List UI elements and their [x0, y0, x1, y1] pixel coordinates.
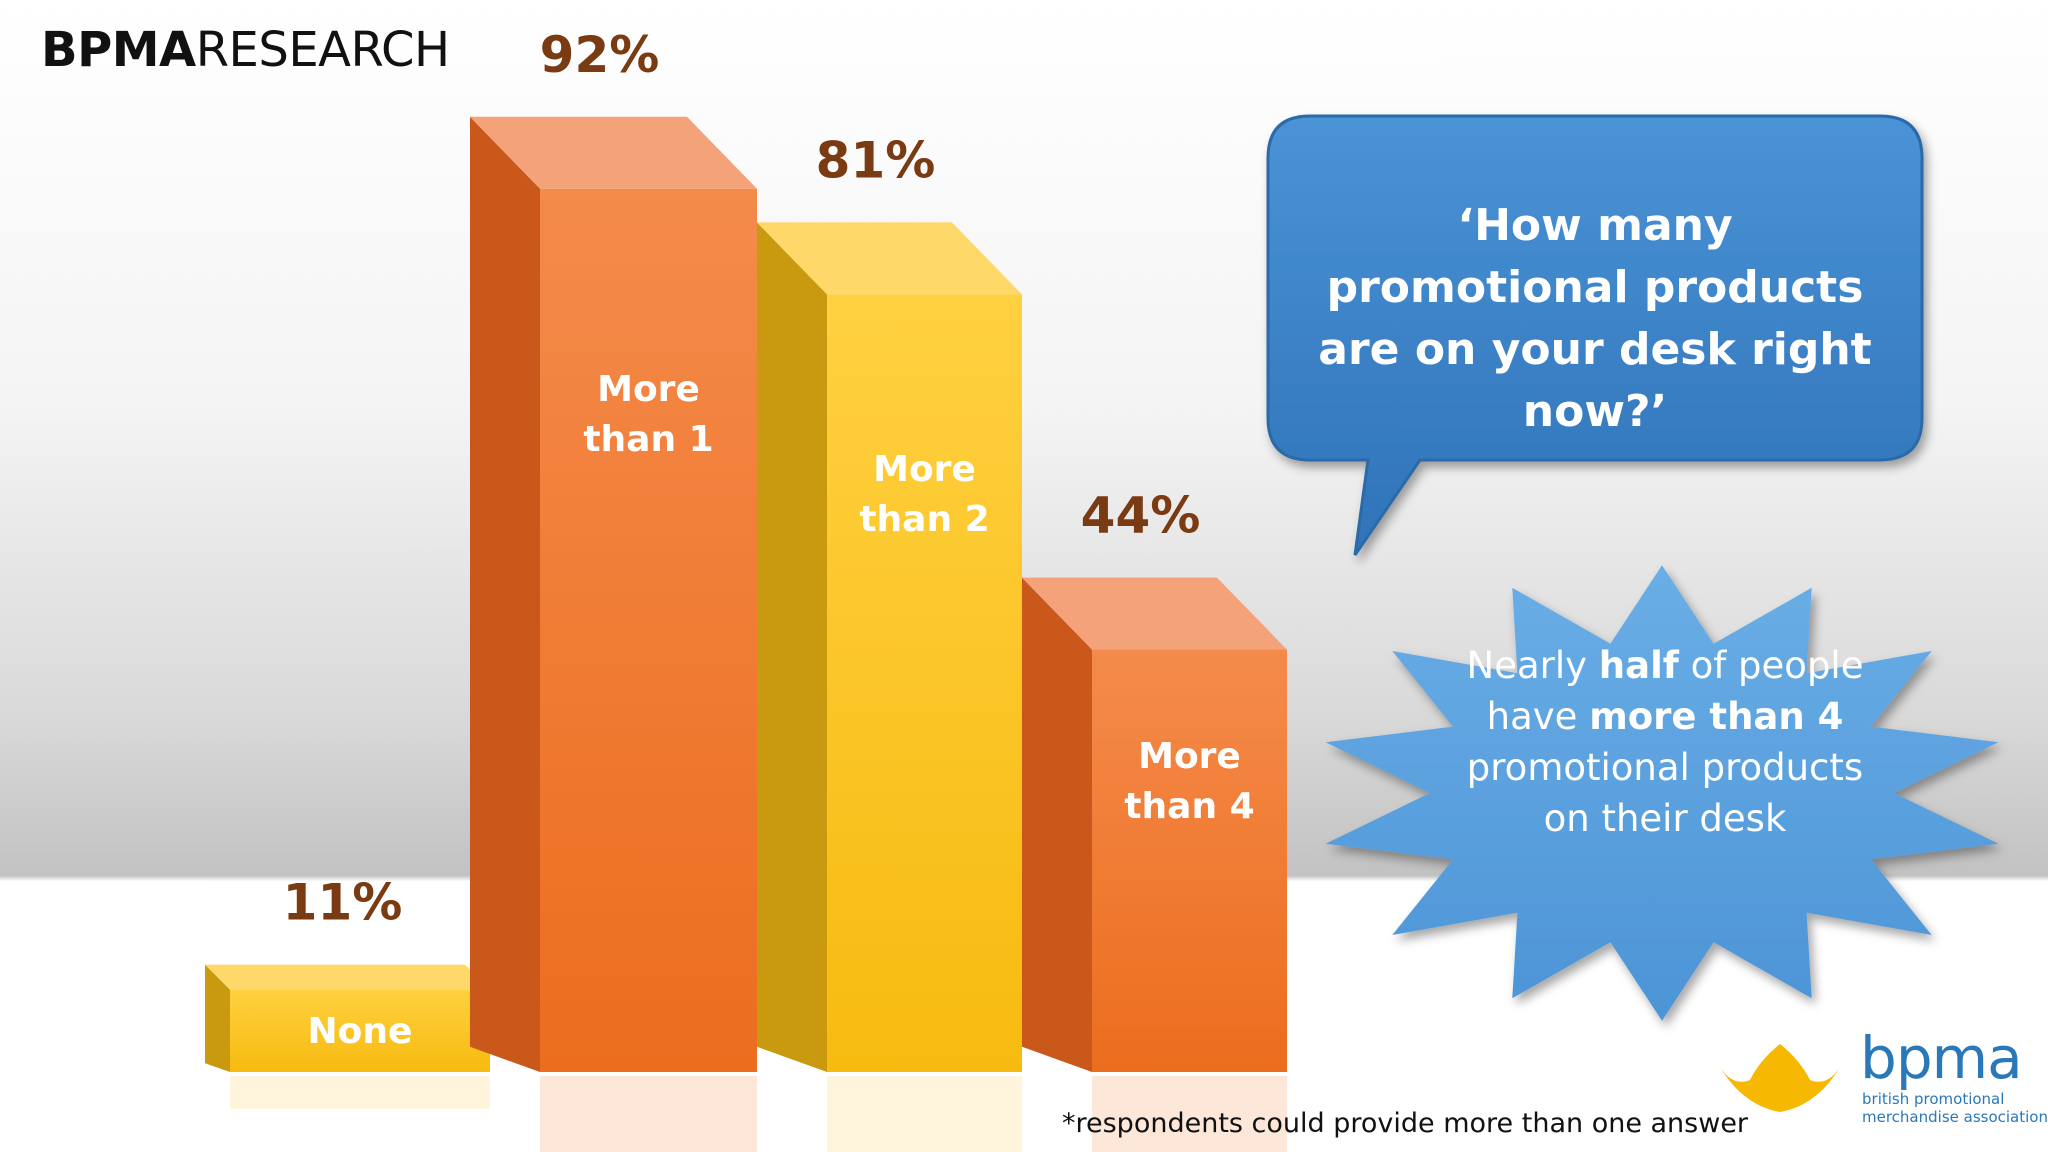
bar-none: None 11%	[205, 874, 490, 1109]
footnote: *respondents could provide more than one…	[1062, 1108, 1749, 1139]
bar-reflection	[230, 1076, 490, 1109]
bar-reflection	[1092, 1076, 1287, 1152]
question-text: ‘How many promotional products are on yo…	[1318, 200, 1872, 437]
bar-category-label: More than 1	[583, 369, 713, 460]
bar-value-label: 81%	[816, 131, 936, 189]
bar-reflection	[540, 1076, 757, 1152]
bar-side	[205, 964, 230, 1072]
callout-star	[1325, 565, 1999, 1021]
bar-front	[230, 989, 490, 1072]
bar-front	[540, 188, 757, 1073]
bar-category-label: None	[308, 1011, 413, 1052]
logo-wordmark: bpma	[1860, 1024, 2023, 1092]
bar-value-label: 11%	[283, 874, 403, 932]
bar-more-than-2: More than 2 81%	[757, 131, 1022, 1152]
bar-front	[827, 294, 1022, 1072]
bar-side	[757, 222, 827, 1072]
bar-reflection	[827, 1076, 1022, 1152]
bar-more-than-4: More than 4 44%	[1022, 487, 1287, 1152]
logo-tagline: british promotional merchandise associati…	[1862, 1090, 2048, 1126]
brand-rest: RESEARCH	[195, 22, 450, 78]
header-brand: BPMARESEARCH	[41, 22, 450, 78]
crown-logo-icon	[1716, 1044, 1844, 1112]
bar-top	[757, 222, 1022, 295]
bar-top	[470, 116, 757, 189]
bar-side	[470, 116, 540, 1073]
bar-top	[1022, 577, 1287, 650]
bar-value-label: 44%	[1081, 487, 1201, 545]
bar-more-than-1: More than 1 92%	[470, 26, 757, 1152]
bar-category-label: More than 4	[1124, 736, 1254, 827]
question-bubble	[1266, 114, 1924, 556]
bar-side	[1022, 577, 1092, 1072]
bar-top	[205, 964, 490, 990]
bar-front	[1092, 649, 1287, 1072]
bar-category-label: More than 2	[859, 449, 989, 540]
callout-text: Nearly half of people have more than 4 p…	[1466, 644, 1864, 840]
brand-bold: BPMA	[41, 22, 196, 78]
bar-value-label: 92%	[540, 26, 660, 84]
